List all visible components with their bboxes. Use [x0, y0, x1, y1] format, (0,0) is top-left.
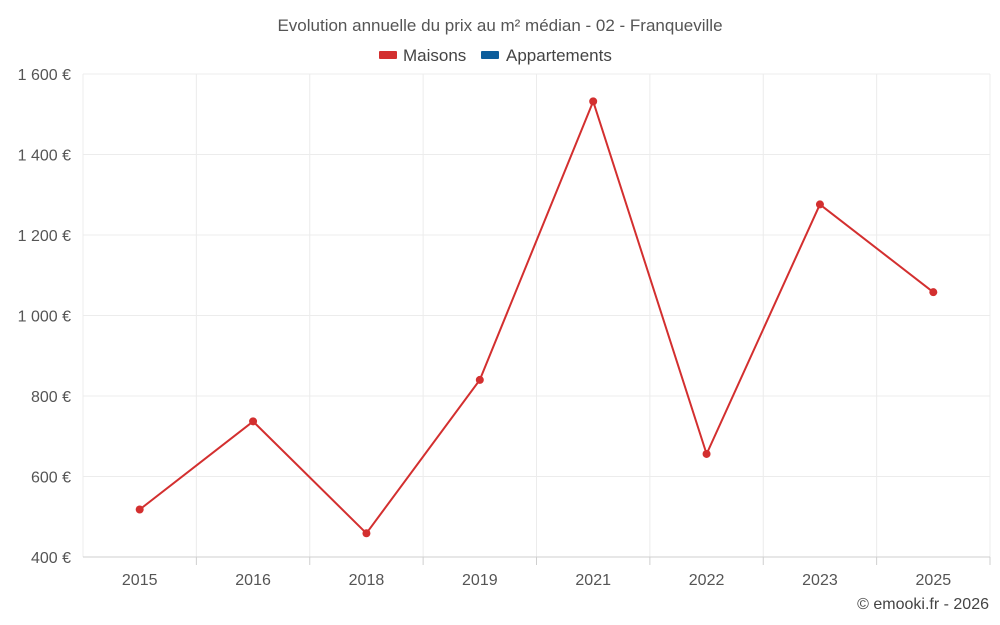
y-tick-label: 1 400 € — [18, 148, 71, 165]
data-point-maisons[interactable] — [702, 449, 711, 458]
data-point-maisons[interactable] — [135, 505, 144, 514]
y-tick-label: 1 200 € — [18, 228, 71, 245]
y-axis-ticks: 400 € 600 € 800 € 1 000 € 1 200 € 1 400 € 1 60… — [18, 67, 71, 567]
data-point-maisons[interactable] — [815, 200, 824, 209]
legend-label-maisons: Maisons — [403, 46, 466, 65]
x-tick-label: 2023 — [802, 572, 838, 589]
x-tick-label: 2022 — [689, 572, 725, 589]
legend-item-maisons[interactable]: Maisons — [379, 46, 466, 65]
legend: Maisons Appartements — [379, 46, 612, 65]
y-tick-label: 800 € — [31, 389, 71, 406]
y-tick-label: 1 600 € — [18, 67, 71, 84]
legend-swatch-appartements — [481, 51, 499, 59]
x-tick-label: 2018 — [349, 572, 385, 589]
data-point-maisons[interactable] — [475, 375, 484, 384]
x-tick-label: 2021 — [575, 572, 611, 589]
credit-text: © emooki.fr - 2026 — [857, 596, 989, 613]
data-point-maisons[interactable] — [929, 288, 938, 297]
chart-title: Evolution annuelle du prix au m² médian … — [277, 16, 722, 35]
data-point-maisons[interactable] — [249, 417, 258, 426]
x-axis-ticks: 2015 2016 2018 2019 2021 2022 2023 2025 — [122, 572, 951, 589]
series-maisons — [135, 97, 938, 538]
data-point-maisons[interactable] — [589, 97, 598, 106]
x-tick-label: 2016 — [235, 572, 271, 589]
series-line-maisons — [139, 100, 934, 535]
legend-label-appartements: Appartements — [506, 46, 612, 65]
x-tick-label: 2015 — [122, 572, 158, 589]
y-tick-label: 1 000 € — [18, 309, 71, 326]
x-tick-label: 2019 — [462, 572, 498, 589]
y-tick-label: 400 € — [31, 550, 71, 567]
x-gridlines — [82, 74, 991, 565]
data-point-maisons[interactable] — [362, 529, 371, 538]
legend-item-appartements[interactable]: Appartements — [481, 46, 612, 65]
legend-swatch-maisons — [379, 51, 397, 59]
y-tick-label: 600 € — [31, 470, 71, 487]
x-tick-label: 2025 — [916, 572, 952, 589]
